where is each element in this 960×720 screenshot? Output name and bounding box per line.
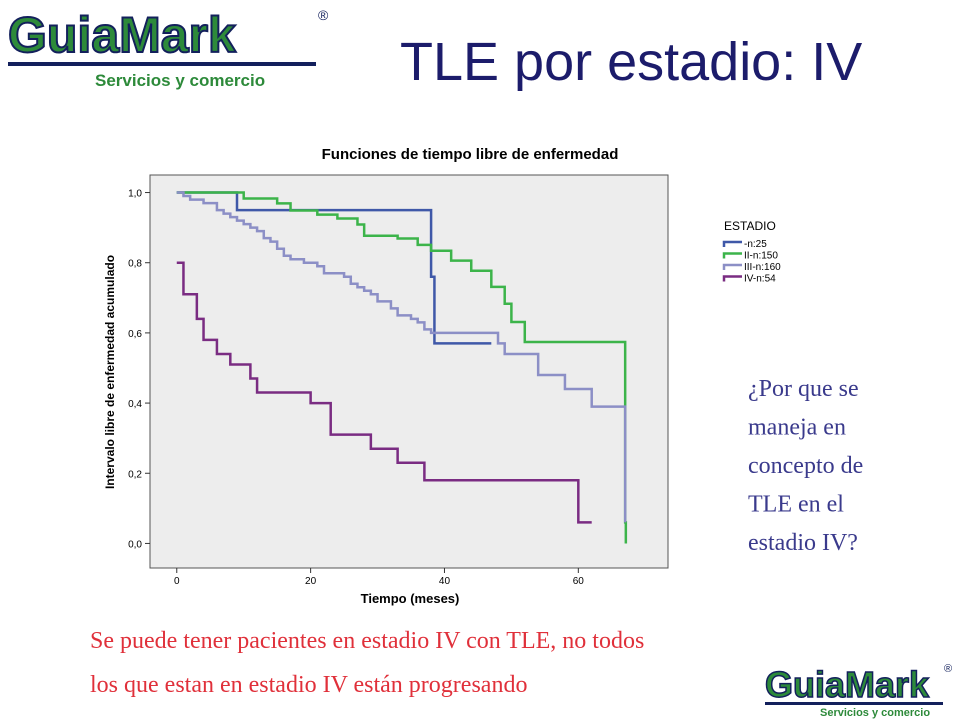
x-tick-label: 0 — [174, 576, 180, 587]
logo-tagline: Servicios y comercio — [95, 71, 265, 90]
survival-curve — [176, 191, 628, 544]
slide-title: TLE por estadio: IV — [400, 32, 862, 92]
logo-bottom: GuiaMark ® Servicios y comercio — [764, 663, 952, 719]
footer: Se puede tener pacientes en estadio IV c… — [90, 628, 644, 698]
question-line: ¿Por que se — [748, 376, 859, 402]
legend-title: ESTADIO — [724, 219, 776, 233]
survival-curve — [176, 191, 627, 523]
survival-curve — [176, 261, 592, 524]
y-axis-label: Intervalo libre de enfermedad acumulado — [103, 255, 117, 489]
logo-top: GuiaMark ® Servicios y comercio — [7, 6, 329, 90]
logo-mark: ® — [944, 663, 952, 675]
chart-title: Funciones de tiempo libre de enfermedad — [322, 146, 619, 163]
y-tick-label: 0,2 — [128, 469, 142, 480]
legend-swatch — [722, 263, 742, 270]
x-tick-label: 20 — [305, 576, 317, 587]
plot-area — [149, 174, 669, 569]
y-tick-label: 0,6 — [128, 329, 142, 340]
question-line: maneja en — [748, 415, 846, 441]
legend-label: -n:25 — [744, 239, 767, 250]
legend-swatch — [722, 240, 742, 247]
chart: Funciones de tiempo libre de enfermedad 0… — [103, 146, 781, 606]
x-axis-label: Tiempo (meses) — [361, 591, 460, 606]
question: ¿Por que se maneja en concepto de TLE en el… — [748, 376, 863, 556]
legend-label: III-n:160 — [744, 262, 781, 273]
y-tick-label: 0,8 — [128, 259, 142, 270]
legend-label: II-n:150 — [744, 251, 778, 262]
logo-name: GuiaMark — [8, 7, 236, 63]
x-tick-label: 60 — [573, 576, 585, 587]
question-line: concepto de — [748, 453, 863, 479]
legend-swatch — [722, 275, 742, 282]
logo-rule — [765, 702, 943, 705]
footer-line: los que estan en estadio IV están progre… — [90, 672, 527, 698]
y-tick-label: 1,0 — [128, 189, 142, 200]
legend-label: IV-n:54 — [744, 274, 776, 285]
y-tick-label: 0,0 — [128, 539, 142, 550]
logo-rule — [8, 62, 316, 66]
x-tick-label: 40 — [439, 576, 451, 587]
question-line: TLE en el — [748, 492, 844, 518]
logo-mark: ® — [318, 7, 329, 23]
question-line: estadio IV? — [748, 530, 858, 556]
y-tick-label: 0,4 — [128, 399, 142, 410]
logo-name: GuiaMark — [765, 664, 930, 705]
logo-tagline: Servicios y comercio — [820, 707, 930, 719]
legend-swatch — [722, 252, 742, 259]
footer-line: Se puede tener pacientes en estadio IV c… — [90, 628, 644, 654]
